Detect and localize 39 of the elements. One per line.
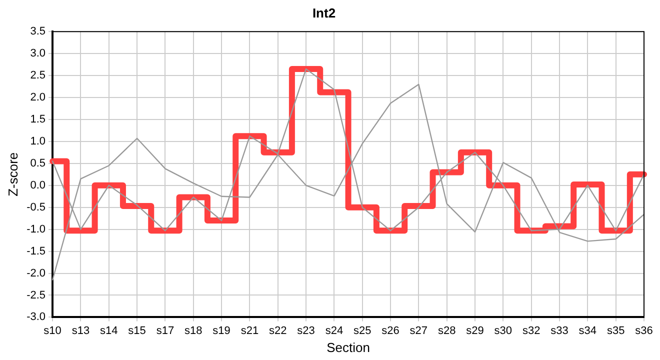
y-tick-label: -1.0 bbox=[26, 223, 46, 236]
chart-title: Int2 bbox=[312, 5, 336, 20]
x-tick-label: s22 bbox=[268, 324, 287, 337]
x-tick-label: s28 bbox=[438, 324, 456, 337]
x-tick-label: s32 bbox=[522, 324, 540, 337]
y-tick-label: -1.5 bbox=[26, 245, 46, 258]
y-tick-label: 2.0 bbox=[30, 92, 46, 104]
x-tick-label: s25 bbox=[353, 324, 372, 337]
x-tick-label: s19 bbox=[212, 324, 230, 337]
x-tick-label: s24 bbox=[325, 324, 344, 337]
y-tick-label: 0.0 bbox=[30, 179, 46, 192]
y-tick-label: 0.5 bbox=[30, 157, 46, 170]
x-tick-label: s18 bbox=[184, 324, 202, 337]
y-tick-label: 1.5 bbox=[30, 114, 46, 126]
x-axis-title: Section bbox=[326, 340, 370, 355]
y-axis-title: Z-score bbox=[5, 152, 20, 196]
x-tick-label: s26 bbox=[382, 324, 400, 337]
x-tick-label: s35 bbox=[606, 324, 625, 337]
x-tick-label: s30 bbox=[494, 324, 512, 337]
y-tick-label: 1.0 bbox=[30, 135, 46, 148]
x-tick-label: s29 bbox=[466, 324, 484, 337]
x-tick-label: s21 bbox=[240, 324, 259, 337]
x-tick-label: s15 bbox=[128, 324, 146, 337]
x-tick-label: s33 bbox=[550, 324, 568, 337]
x-tick-label: s17 bbox=[156, 324, 174, 337]
y-tick-label: 2.5 bbox=[30, 70, 46, 82]
x-tick-label: s36 bbox=[635, 324, 653, 337]
x-tick-label: s10 bbox=[44, 324, 62, 337]
x-tick-label: s13 bbox=[72, 324, 90, 337]
y-tick-label: -2.0 bbox=[26, 267, 46, 280]
x-tick-label: s27 bbox=[410, 324, 428, 337]
y-tick-label: -3.0 bbox=[26, 311, 46, 324]
x-tick-label: s23 bbox=[297, 324, 315, 337]
y-tick-label: -0.5 bbox=[26, 201, 46, 214]
y-tick-label: 3.0 bbox=[30, 48, 46, 60]
y-tick-label: 3.5 bbox=[30, 26, 46, 38]
x-tick-label: s14 bbox=[100, 324, 118, 337]
y-tick-label: -2.5 bbox=[26, 289, 46, 302]
x-tick-label: s34 bbox=[578, 324, 597, 337]
